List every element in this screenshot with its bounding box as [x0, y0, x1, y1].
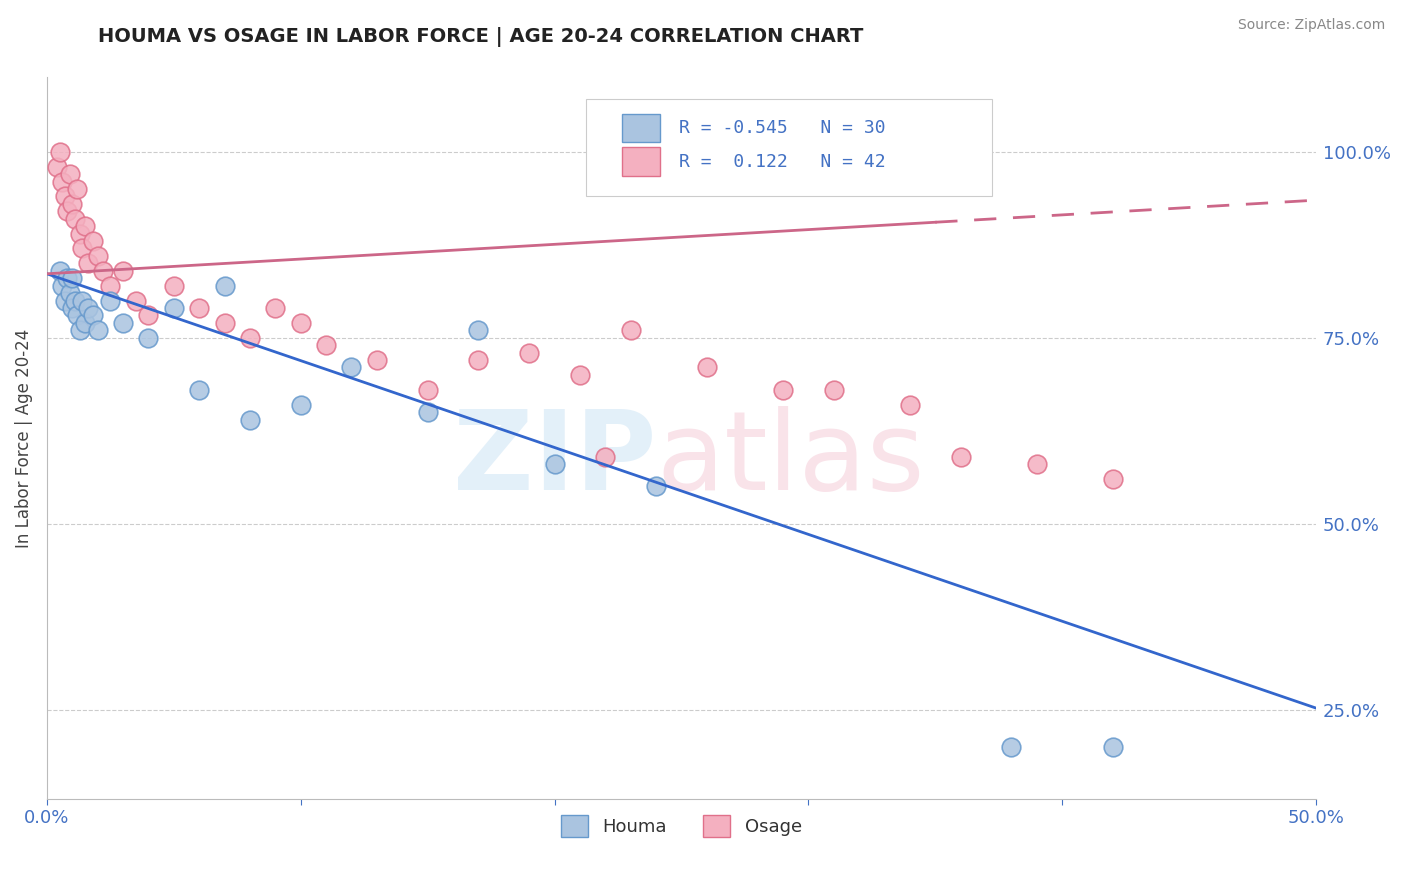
Text: atlas: atlas — [657, 406, 925, 513]
Point — [543, 457, 565, 471]
Point — [188, 301, 211, 315]
Point — [91, 264, 114, 278]
Legend: Houma, Osage: Houma, Osage — [554, 807, 808, 844]
Point — [138, 331, 160, 345]
Text: ZIP: ZIP — [453, 406, 657, 513]
Point — [66, 182, 89, 196]
Point — [86, 249, 108, 263]
Point — [76, 256, 98, 270]
Point — [72, 242, 94, 256]
Point — [264, 301, 287, 315]
Point — [51, 175, 73, 189]
Text: R =  0.122   N = 42: R = 0.122 N = 42 — [679, 153, 886, 171]
Point — [59, 167, 82, 181]
Point — [125, 293, 148, 308]
Point — [340, 360, 363, 375]
Point — [48, 264, 70, 278]
Point — [645, 479, 668, 493]
Text: HOUMA VS OSAGE IN LABOR FORCE | AGE 20-24 CORRELATION CHART: HOUMA VS OSAGE IN LABOR FORCE | AGE 20-2… — [98, 27, 863, 46]
Point — [620, 323, 643, 337]
Point — [112, 316, 135, 330]
Point — [82, 309, 104, 323]
Point — [696, 360, 718, 375]
Point — [517, 345, 540, 359]
Point — [72, 293, 94, 308]
Point — [82, 234, 104, 248]
Point — [60, 271, 83, 285]
Point — [290, 316, 312, 330]
Point — [76, 301, 98, 315]
Point — [69, 323, 91, 337]
Point — [56, 204, 79, 219]
Point — [823, 383, 845, 397]
Point — [188, 383, 211, 397]
Point — [467, 353, 489, 368]
Point — [416, 405, 439, 419]
Point — [290, 398, 312, 412]
Text: Source: ZipAtlas.com: Source: ZipAtlas.com — [1237, 18, 1385, 32]
Point — [595, 450, 617, 464]
Point — [46, 160, 69, 174]
Text: R = -0.545   N = 30: R = -0.545 N = 30 — [679, 119, 886, 137]
Point — [214, 278, 236, 293]
Point — [1000, 739, 1022, 754]
Point — [239, 331, 262, 345]
Point — [772, 383, 794, 397]
Point — [315, 338, 337, 352]
Point — [467, 323, 489, 337]
Point — [366, 353, 388, 368]
Point — [73, 316, 96, 330]
Point — [239, 412, 262, 426]
Point — [60, 197, 83, 211]
Point — [1025, 457, 1047, 471]
Point — [63, 293, 86, 308]
Point — [1102, 739, 1125, 754]
Point — [60, 301, 83, 315]
Point — [112, 264, 135, 278]
Point — [53, 293, 76, 308]
Point — [69, 227, 91, 241]
FancyBboxPatch shape — [621, 113, 659, 143]
Point — [98, 278, 121, 293]
Point — [48, 145, 70, 159]
Point — [73, 219, 96, 234]
Point — [949, 450, 972, 464]
Point — [138, 309, 160, 323]
Point — [53, 189, 76, 203]
Point — [59, 286, 82, 301]
Point — [86, 323, 108, 337]
Point — [163, 278, 186, 293]
Point — [98, 293, 121, 308]
Point — [51, 278, 73, 293]
Point — [214, 316, 236, 330]
Point — [898, 398, 921, 412]
Point — [66, 309, 89, 323]
Point — [163, 301, 186, 315]
FancyBboxPatch shape — [621, 147, 659, 177]
Point — [63, 211, 86, 226]
Point — [1102, 472, 1125, 486]
Point — [416, 383, 439, 397]
Y-axis label: In Labor Force | Age 20-24: In Labor Force | Age 20-24 — [15, 328, 32, 548]
Point — [568, 368, 591, 382]
Point — [56, 271, 79, 285]
FancyBboxPatch shape — [586, 99, 993, 196]
